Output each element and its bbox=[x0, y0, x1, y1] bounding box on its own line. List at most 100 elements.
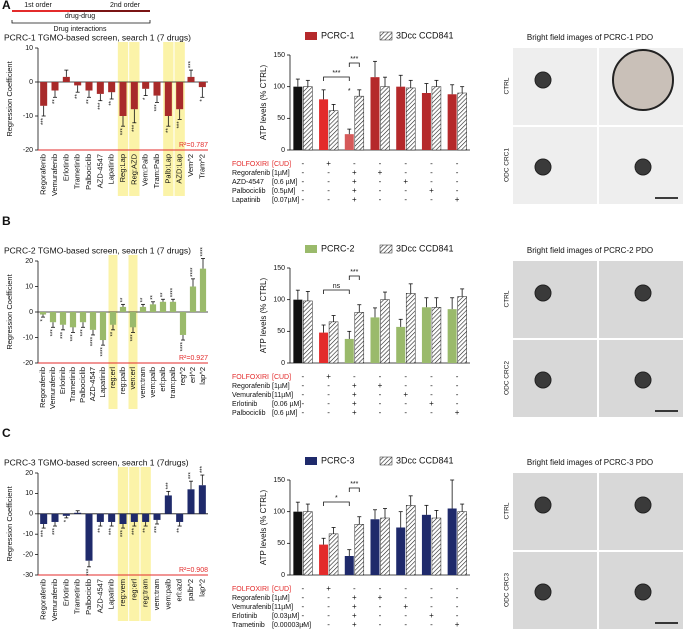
y-tick-label: 100 bbox=[273, 509, 285, 516]
x-tick-label: vem:palb bbox=[148, 367, 157, 397]
bar bbox=[169, 301, 177, 312]
bar bbox=[176, 513, 184, 522]
condition-cell: - bbox=[379, 195, 382, 204]
condition-cell: - bbox=[379, 177, 382, 186]
significance: * bbox=[335, 495, 338, 502]
condition-cell: + bbox=[326, 584, 331, 593]
condition-dose: [0.07µM] bbox=[272, 197, 299, 204]
significance: **** bbox=[101, 346, 107, 356]
x-tick-label: Trametinib bbox=[73, 154, 82, 189]
bar bbox=[405, 87, 416, 151]
condition-cell: + bbox=[326, 372, 331, 381]
significance-bracket bbox=[323, 501, 350, 506]
significance: ** bbox=[143, 527, 149, 532]
header-text: Drug interactions bbox=[54, 26, 107, 33]
condition-cell: + bbox=[352, 195, 357, 204]
condition-cell: - bbox=[430, 168, 433, 177]
condition-cell: - bbox=[404, 593, 407, 602]
y-tick-label: 50 bbox=[277, 540, 285, 547]
y-tick-label: 150 bbox=[273, 52, 285, 59]
bar bbox=[344, 556, 354, 575]
bar bbox=[142, 513, 150, 522]
condition-cell: - bbox=[327, 195, 330, 204]
condition-cell: - bbox=[353, 584, 356, 593]
significance: **** bbox=[201, 246, 207, 256]
bar bbox=[303, 86, 313, 151]
condition-cell: - bbox=[456, 602, 459, 611]
condition-cell: - bbox=[456, 159, 459, 168]
bar bbox=[119, 513, 127, 524]
organoid bbox=[534, 158, 552, 176]
bar bbox=[139, 306, 147, 312]
microscopy-image bbox=[513, 48, 597, 125]
y-tick-label: 0 bbox=[281, 360, 285, 367]
image-row-label: ODC CRC2 bbox=[504, 361, 511, 395]
condition-dose: [CUD] bbox=[272, 374, 291, 381]
bar bbox=[431, 517, 442, 576]
condition-cell: + bbox=[326, 159, 331, 168]
significance: *** bbox=[350, 269, 358, 276]
bar bbox=[39, 312, 47, 315]
x-tick-label: AZD-4547 bbox=[95, 579, 104, 613]
significance: *** bbox=[189, 471, 195, 479]
bar bbox=[370, 317, 380, 363]
x-tick-label: AZD:Lap bbox=[175, 154, 184, 184]
bar bbox=[176, 82, 184, 110]
condition-cell: - bbox=[430, 408, 433, 417]
condition-cell: + bbox=[378, 381, 383, 390]
condition-cell: - bbox=[302, 168, 305, 177]
highlight-band bbox=[140, 467, 151, 621]
condition-cell: - bbox=[404, 168, 407, 177]
condition-cell: - bbox=[456, 399, 459, 408]
bar bbox=[130, 82, 138, 110]
y-tick-label: 0 bbox=[29, 511, 33, 518]
x-tick-label: AZD-4547 bbox=[95, 154, 104, 188]
condition-cell: - bbox=[327, 381, 330, 390]
y-tick-label: 150 bbox=[273, 477, 285, 484]
x-tick-label: Vemurafenib bbox=[48, 367, 57, 409]
legend-label: 3Dcc CCD841 bbox=[396, 243, 454, 253]
legend-label: PCRC-3 bbox=[321, 455, 355, 465]
bar bbox=[319, 332, 329, 363]
header-text: 1st order bbox=[24, 2, 52, 9]
bar bbox=[62, 513, 70, 516]
condition-drug: Regorafenib bbox=[232, 595, 270, 602]
organoid bbox=[534, 496, 552, 514]
significance: *** bbox=[155, 104, 161, 112]
condition-dose: [0.6 µM] bbox=[272, 179, 297, 186]
bar bbox=[421, 514, 431, 575]
condition-cell: - bbox=[404, 159, 407, 168]
bar bbox=[421, 307, 431, 363]
condition-cell: + bbox=[455, 195, 460, 204]
condition-cell: - bbox=[456, 168, 459, 177]
bar bbox=[405, 293, 416, 364]
bar bbox=[179, 312, 187, 335]
condition-cell: - bbox=[430, 593, 433, 602]
y-tick-label: 10 bbox=[25, 490, 33, 497]
highlight-band bbox=[108, 255, 118, 409]
condition-dose: [0.06 µM] bbox=[272, 401, 301, 408]
condition-cell: - bbox=[456, 593, 459, 602]
y-axis-label: ATP levels (% CTRL) bbox=[259, 65, 268, 141]
significance: *** bbox=[200, 465, 206, 473]
condition-cell: - bbox=[404, 195, 407, 204]
condition-cell: - bbox=[302, 584, 305, 593]
y-tick-label: 0 bbox=[29, 309, 33, 316]
condition-cell: - bbox=[404, 584, 407, 593]
condition-drug: Regorafenib bbox=[232, 170, 270, 177]
x-tick-label: Lapatinib bbox=[98, 367, 107, 397]
image-row-label: CTRL bbox=[504, 77, 511, 94]
condition-cell: - bbox=[379, 390, 382, 399]
axes bbox=[289, 55, 470, 151]
condition-dose: [0.00003µM] bbox=[272, 622, 311, 629]
significance: **** bbox=[91, 336, 97, 346]
condition-cell: - bbox=[327, 620, 330, 629]
image-row-label: ODC CRC1 bbox=[504, 148, 511, 182]
y-tick-label: -10 bbox=[23, 334, 33, 341]
condition-drug: Trametinib bbox=[232, 622, 265, 629]
bar bbox=[187, 489, 195, 514]
condition-cell: - bbox=[404, 408, 407, 417]
condition-dose: [11µM] bbox=[272, 392, 293, 399]
x-tick-label: erl:azd bbox=[175, 579, 184, 602]
condition-cell: - bbox=[456, 381, 459, 390]
